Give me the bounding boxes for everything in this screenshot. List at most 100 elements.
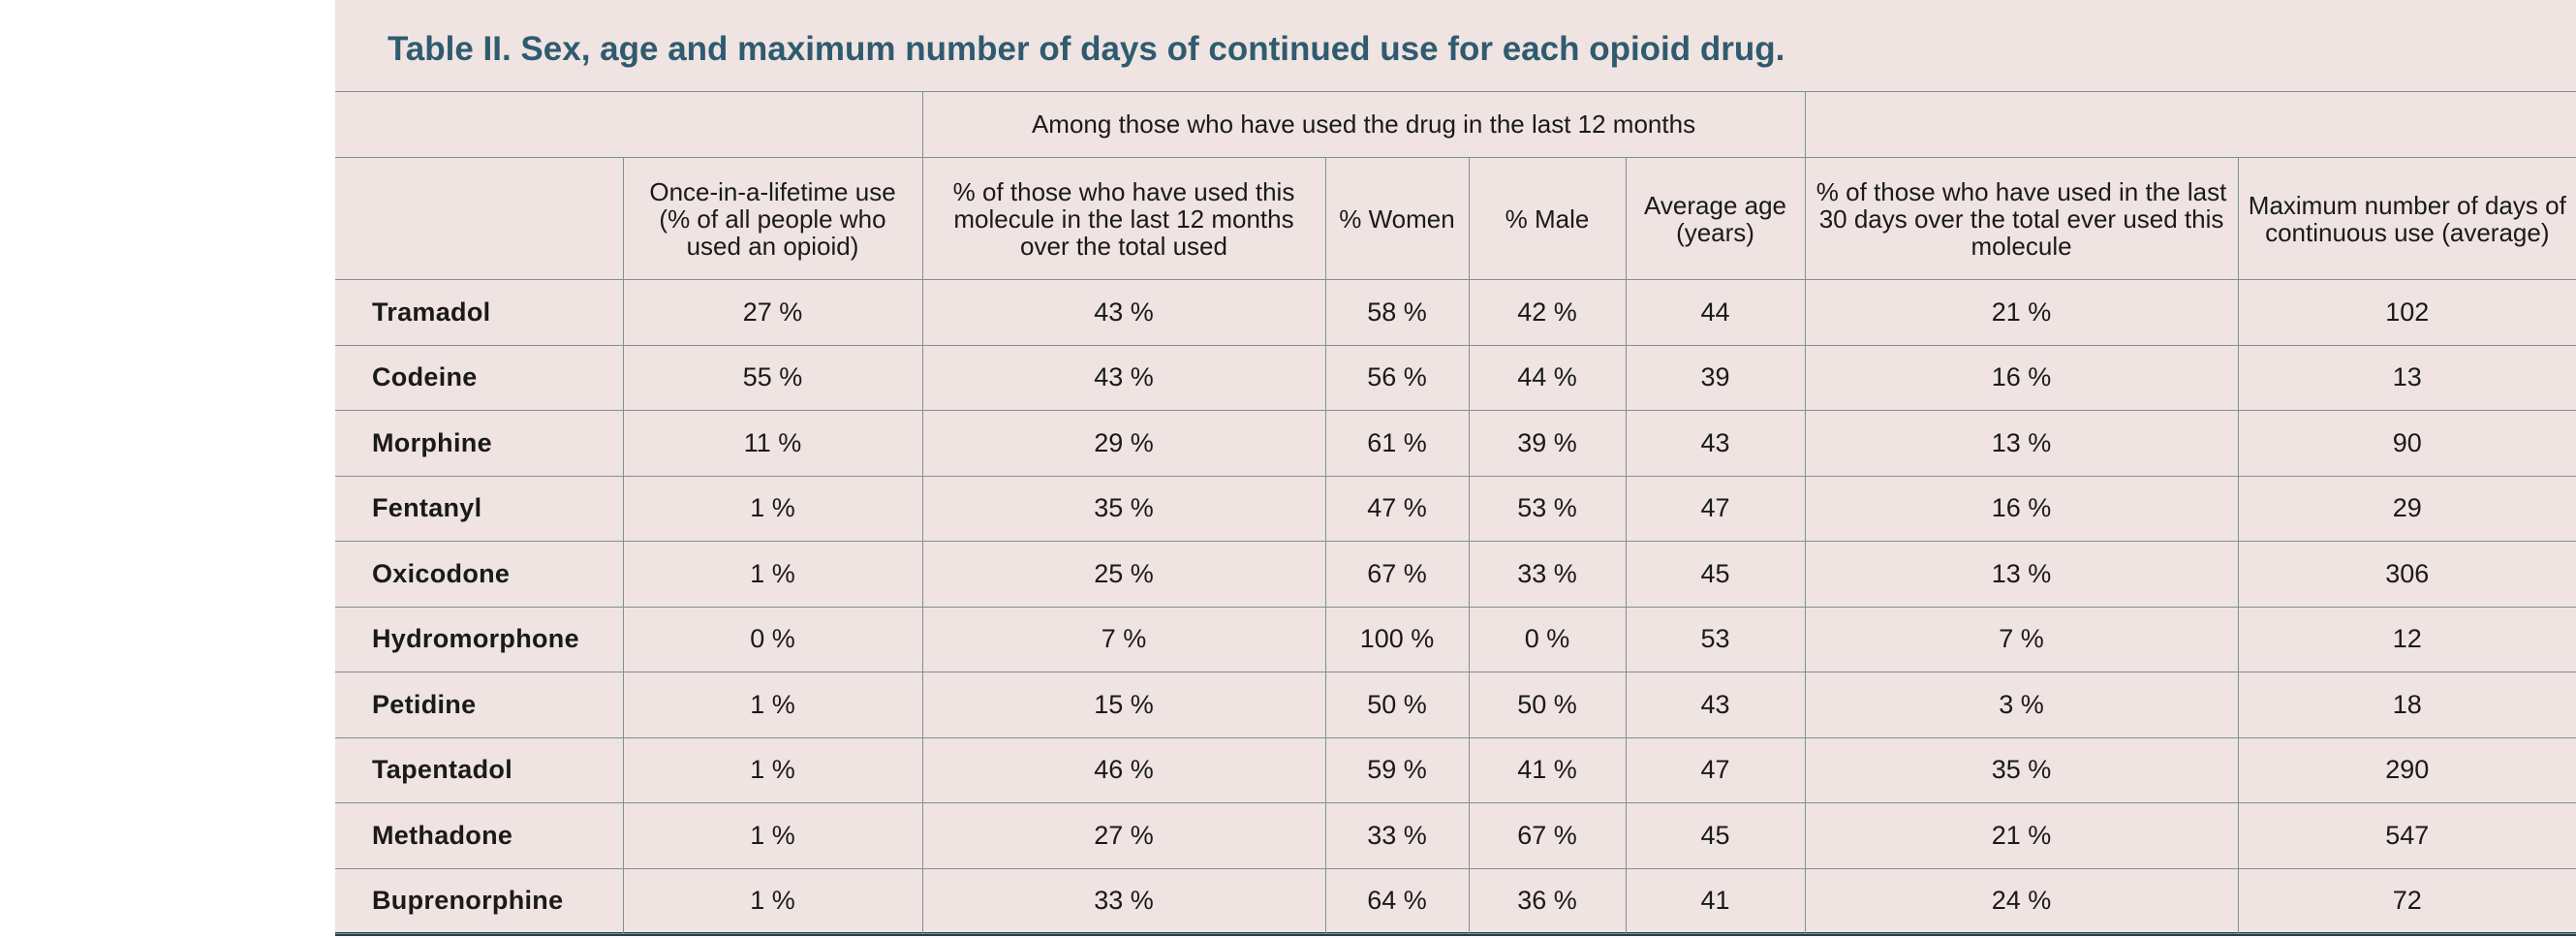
max-days-cell: 13: [2237, 344, 2576, 411]
women-cell: 33 %: [1324, 802, 1470, 869]
lifetime-cell: 1 %: [622, 802, 923, 869]
table-row: Hydromorphone 0 % 7 % 100 % 0 % 53 7 % 1…: [335, 606, 2576, 672]
table-row: Tapentadol 1 % 46 % 59 % 41 % 47 35 % 29…: [335, 736, 2576, 803]
last-12-months-cell: 33 %: [921, 867, 1326, 934]
women-cell: 59 %: [1324, 736, 1470, 803]
average-age-cell: 47: [1625, 475, 1806, 542]
lifetime-cell: 27 %: [622, 279, 923, 346]
male-cell: 36 %: [1468, 867, 1627, 934]
average-age-cell: 53: [1625, 606, 1806, 672]
women-cell: 100 %: [1324, 606, 1470, 672]
column-header-row: Once-in-a-lifetime use (% of all people …: [335, 157, 2576, 280]
last-12-months-cell: 43 %: [921, 279, 1326, 346]
lifetime-cell: 0 %: [622, 606, 923, 672]
last-30-days-cell: 16 %: [1804, 344, 2239, 411]
last-12-months-cell: 46 %: [921, 736, 1326, 803]
women-cell: 64 %: [1324, 867, 1470, 934]
table-row: Codeine 55 % 43 % 56 % 44 % 39 16 % 13: [335, 344, 2576, 411]
male-cell: 39 %: [1468, 410, 1627, 477]
women-cell: 47 %: [1324, 475, 1470, 542]
lifetime-cell: 1 %: [622, 867, 923, 934]
column-header-last-12-months: % of those who have used this molecule i…: [921, 157, 1326, 280]
male-cell: 0 %: [1468, 606, 1627, 672]
drug-name-cell: Codeine: [335, 344, 624, 411]
average-age-cell: 43: [1625, 672, 1806, 738]
column-header-male: % Male: [1468, 157, 1627, 280]
group-header-blank-right: [1804, 91, 2576, 158]
women-cell: 67 %: [1324, 541, 1470, 608]
average-age-cell: 41: [1625, 867, 1806, 934]
last-30-days-cell: 13 %: [1804, 410, 2239, 477]
table-row: Buprenorphine 1 % 33 % 64 % 36 % 41 24 %…: [335, 867, 2576, 934]
women-cell: 56 %: [1324, 344, 1470, 411]
lifetime-cell: 1 %: [622, 541, 923, 608]
drug-name-cell: Oxicodone: [335, 541, 624, 608]
drug-name-cell: Tramadol: [335, 279, 624, 346]
average-age-cell: 44: [1625, 279, 1806, 346]
table-row: Fentanyl 1 % 35 % 47 % 53 % 47 16 % 29: [335, 475, 2576, 542]
group-header-blank-left: [335, 91, 923, 158]
average-age-cell: 45: [1625, 802, 1806, 869]
column-header-women: % Women: [1324, 157, 1470, 280]
last-30-days-cell: 21 %: [1804, 802, 2239, 869]
drug-name-cell: Morphine: [335, 410, 624, 477]
max-days-cell: 90: [2237, 410, 2576, 477]
average-age-cell: 45: [1625, 541, 1806, 608]
column-header-lifetime-use: Once-in-a-lifetime use (% of all people …: [622, 157, 923, 280]
drug-name-cell: Buprenorphine: [335, 867, 624, 934]
average-age-cell: 39: [1625, 344, 1806, 411]
max-days-cell: 12: [2237, 606, 2576, 672]
male-cell: 53 %: [1468, 475, 1627, 542]
column-header-average-age: Average age (years): [1625, 157, 1806, 280]
drug-name-cell: Hydromorphone: [335, 606, 624, 672]
women-cell: 58 %: [1324, 279, 1470, 346]
drug-name-cell: Tapentadol: [335, 736, 624, 803]
last-30-days-cell: 7 %: [1804, 606, 2239, 672]
max-days-cell: 18: [2237, 672, 2576, 738]
last-12-months-cell: 43 %: [921, 344, 1326, 411]
male-cell: 33 %: [1468, 541, 1627, 608]
table-title: Table II. Sex, age and maximum number of…: [388, 30, 1785, 68]
max-days-cell: 102: [2237, 279, 2576, 346]
drug-name-cell: Petidine: [335, 672, 624, 738]
male-cell: 41 %: [1468, 736, 1627, 803]
male-cell: 50 %: [1468, 672, 1627, 738]
group-header-row: Among those who have used the drug in th…: [335, 91, 2576, 158]
column-header-last-30-days: % of those who have used in the last 30 …: [1804, 157, 2239, 280]
opioid-table: Among those who have used the drug in th…: [335, 91, 2576, 934]
last-12-months-cell: 7 %: [921, 606, 1326, 672]
last-30-days-cell: 35 %: [1804, 736, 2239, 803]
table-row: Methadone 1 % 27 % 33 % 67 % 45 21 % 547: [335, 802, 2576, 869]
table-row: Oxicodone 1 % 25 % 67 % 33 % 45 13 % 306: [335, 541, 2576, 608]
male-cell: 42 %: [1468, 279, 1627, 346]
last-12-months-cell: 15 %: [921, 672, 1326, 738]
average-age-cell: 47: [1625, 736, 1806, 803]
group-header-last-12-months: Among those who have used the drug in th…: [921, 91, 1806, 158]
max-days-cell: 72: [2237, 867, 2576, 934]
last-30-days-cell: 13 %: [1804, 541, 2239, 608]
max-days-cell: 547: [2237, 802, 2576, 869]
last-30-days-cell: 16 %: [1804, 475, 2239, 542]
last-12-months-cell: 35 %: [921, 475, 1326, 542]
lifetime-cell: 1 %: [622, 672, 923, 738]
max-days-cell: 306: [2237, 541, 2576, 608]
last-30-days-cell: 24 %: [1804, 867, 2239, 934]
drug-name-cell: Fentanyl: [335, 475, 624, 542]
last-12-months-cell: 29 %: [921, 410, 1326, 477]
average-age-cell: 43: [1625, 410, 1806, 477]
column-header-max-days: Maximum number of days of continuous use…: [2237, 157, 2576, 280]
table-panel: Table II. Sex, age and maximum number of…: [335, 0, 2576, 936]
last-30-days-cell: 21 %: [1804, 279, 2239, 346]
male-cell: 44 %: [1468, 344, 1627, 411]
male-cell: 67 %: [1468, 802, 1627, 869]
lifetime-cell: 11 %: [622, 410, 923, 477]
last-12-months-cell: 27 %: [921, 802, 1326, 869]
women-cell: 61 %: [1324, 410, 1470, 477]
drug-name-cell: Methadone: [335, 802, 624, 869]
max-days-cell: 29: [2237, 475, 2576, 542]
lifetime-cell: 1 %: [622, 736, 923, 803]
column-header-drug: [335, 157, 624, 280]
table-row: Petidine 1 % 15 % 50 % 50 % 43 3 % 18: [335, 672, 2576, 738]
max-days-cell: 290: [2237, 736, 2576, 803]
women-cell: 50 %: [1324, 672, 1470, 738]
